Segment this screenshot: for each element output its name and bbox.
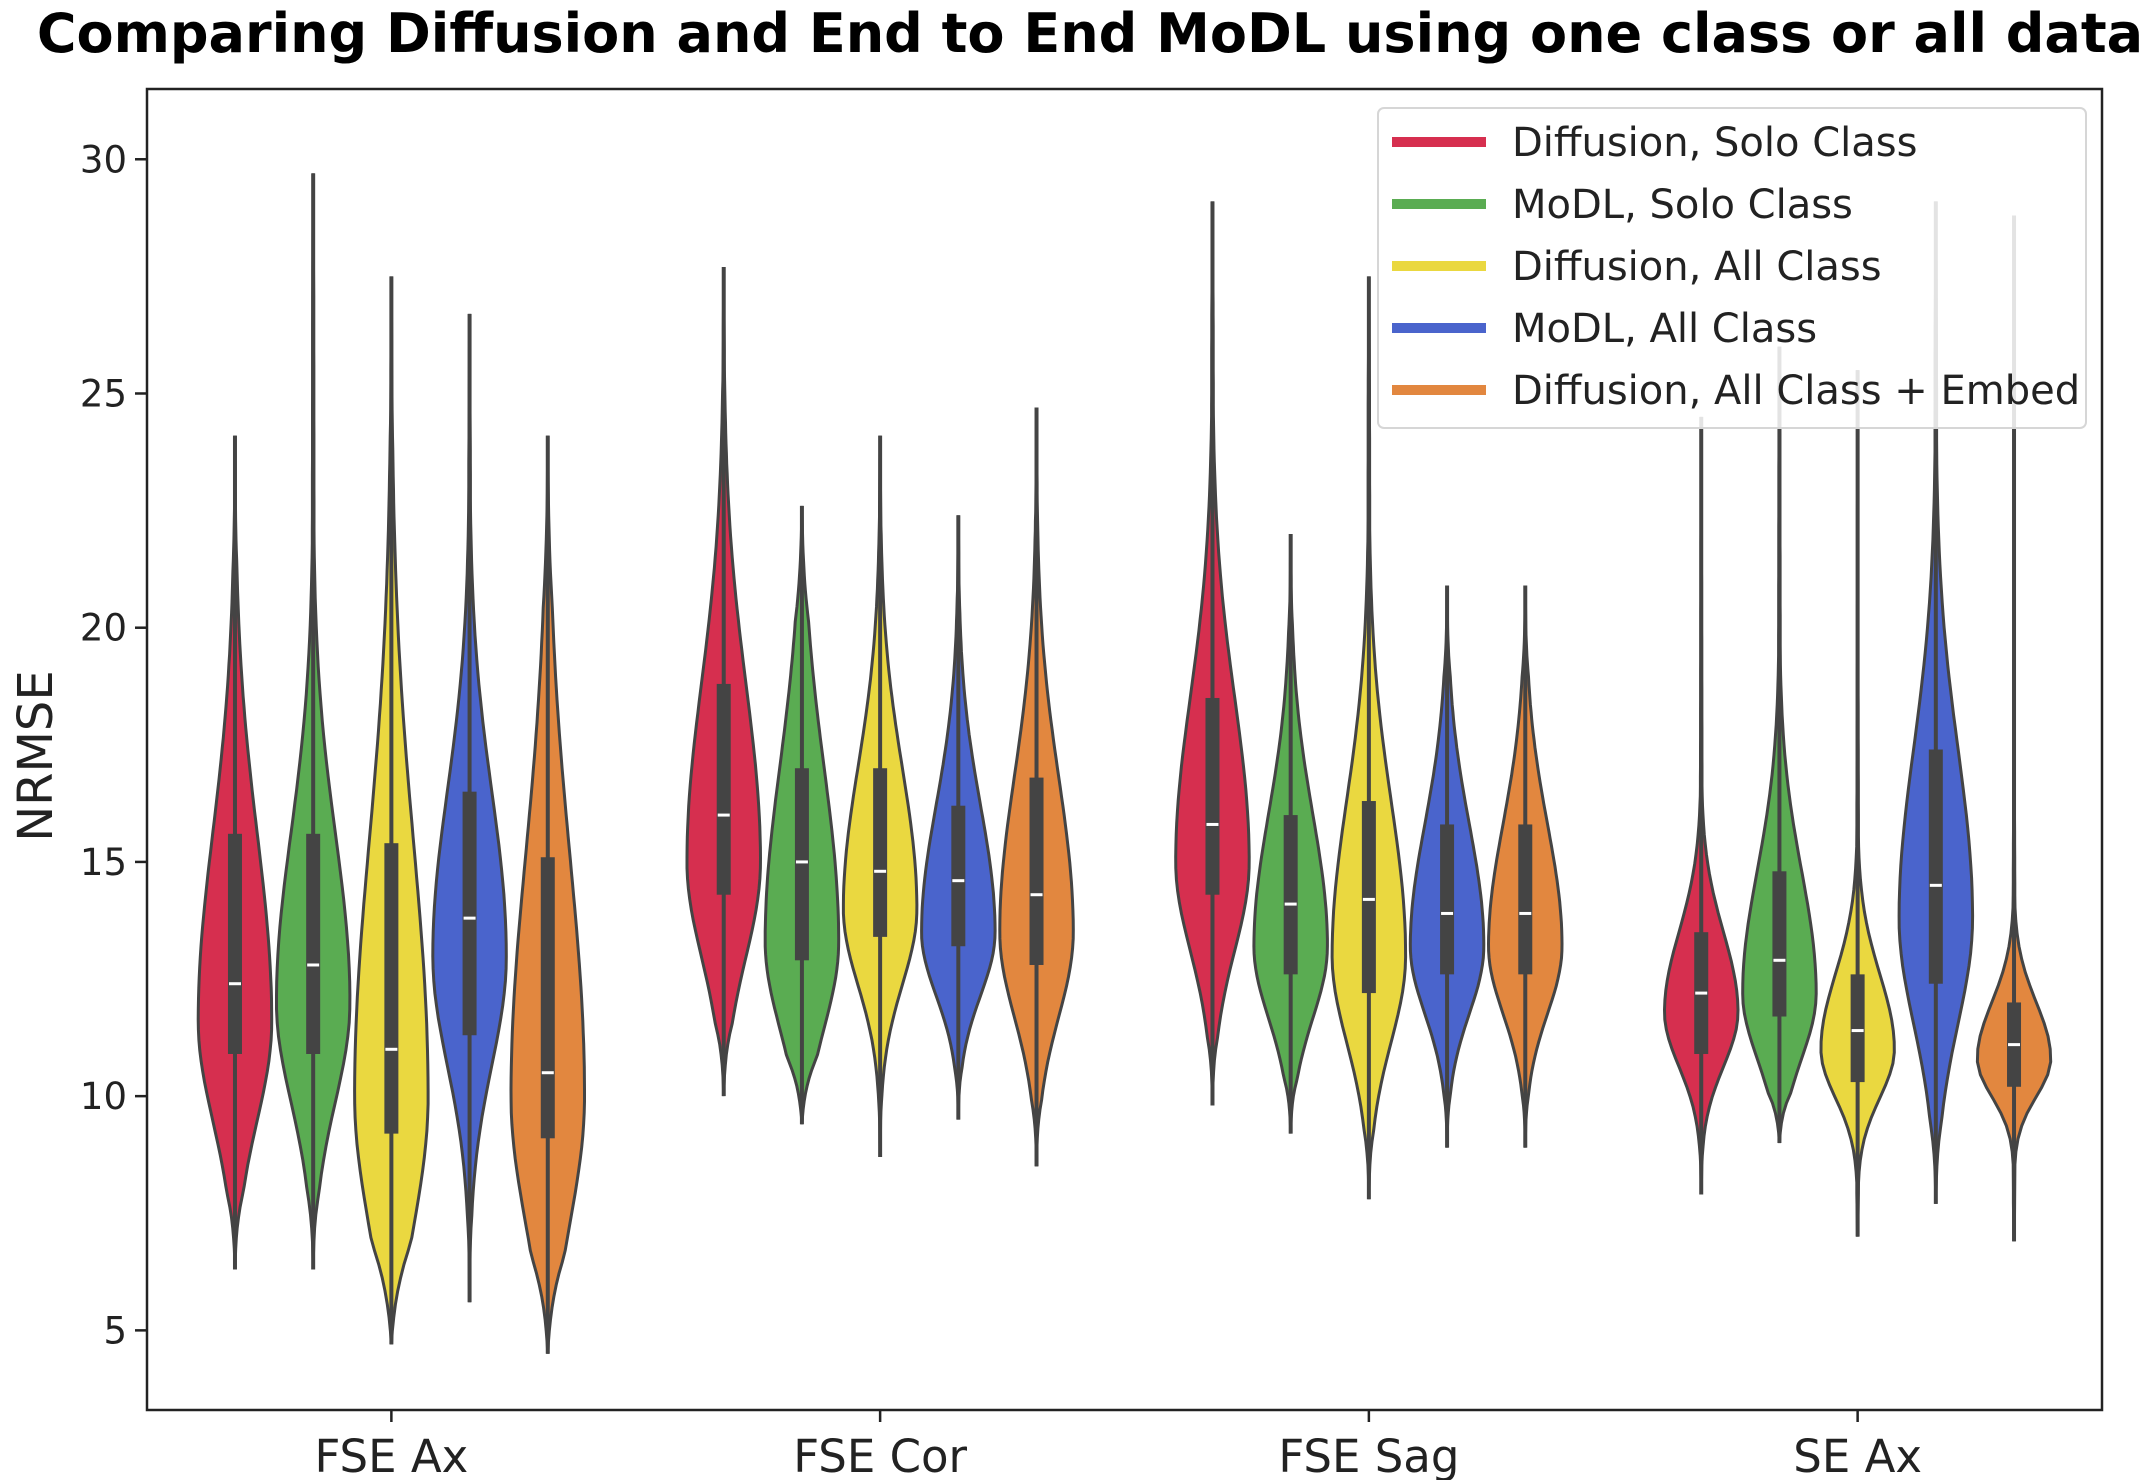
violin-iqr-box [540, 857, 555, 1139]
violin-iqr-box [1928, 749, 1943, 984]
violin-iqr-box [1361, 801, 1376, 994]
legend: Diffusion, Solo Class MoDL, Solo Class Dif… [1377, 107, 2087, 429]
violin [1174, 201, 1251, 1106]
violin-iqr-box [1518, 824, 1533, 975]
violin-iqr-box [384, 843, 399, 1134]
violin-iqr-box [1029, 777, 1044, 965]
violin-iqr-box [951, 805, 966, 947]
violin-iqr-box [227, 833, 242, 1054]
violin [1408, 585, 1486, 1148]
x-axis-ticks: FSE Ax FSE Cor FSE Sag SE Ax [314, 1410, 1922, 1480]
y-tick-label: 25 [80, 372, 127, 415]
violin-iqr-box [462, 791, 477, 1036]
violin [1741, 346, 1818, 1144]
plot-frame [145, 87, 2104, 1412]
x-tick-label: FSE Cor [793, 1430, 967, 1480]
violin-iqr-box [1772, 871, 1787, 1017]
legend-box [1377, 107, 2087, 429]
violin [920, 515, 997, 1120]
violin-iqr-box [1440, 824, 1455, 975]
y-tick-label: 10 [80, 1075, 127, 1118]
violin [509, 435, 586, 1354]
violin [275, 173, 352, 1270]
violin [1486, 585, 1564, 1148]
legend-item: MoDL, All Class [1392, 306, 1817, 352]
legend-item: Diffusion, Solo Class [1392, 120, 1917, 166]
legend-label: Diffusion, All Class [1512, 244, 1882, 290]
y-tick-label: 5 [103, 1309, 127, 1352]
legend-label: Diffusion, All Class + Embed [1512, 368, 2080, 414]
violin-iqr-box [1205, 697, 1220, 895]
y-tick-label: 15 [80, 841, 127, 884]
x-tick-label: SE Ax [1793, 1430, 1922, 1480]
violin [1330, 276, 1408, 1200]
violin [1662, 416, 1740, 1195]
violin [998, 407, 1075, 1167]
legend-label: MoDL, Solo Class [1512, 182, 1853, 228]
violin-iqr-box [873, 768, 888, 937]
violin-iqr-box [1283, 815, 1298, 975]
violin [1252, 533, 1329, 1134]
violin [841, 435, 919, 1158]
violin-iqr-box [1850, 974, 1865, 1083]
violin [1819, 370, 1896, 1237]
violin-iqr-box [794, 768, 809, 961]
violin [353, 276, 430, 1345]
legend-label: Diffusion, Solo Class [1512, 120, 1917, 166]
violin [431, 313, 508, 1303]
x-tick-label: FSE Ax [314, 1430, 468, 1480]
legend-item: Diffusion, All Class + Embed [1392, 368, 2080, 414]
violin [196, 435, 274, 1270]
x-tick-label: FSE Sag [1278, 1430, 1459, 1480]
violin-iqr-box [306, 833, 321, 1054]
chart-title: Comparing Diffusion and End to End MoDL … [37, 2, 2143, 65]
y-tick-label: 30 [80, 138, 127, 181]
violin [685, 266, 763, 1097]
violin [763, 505, 841, 1125]
y-axis-label: NRMSE [8, 670, 64, 841]
violin-iqr-box [716, 683, 731, 895]
legend-item: Diffusion, All Class [1392, 244, 1882, 290]
y-tick-label: 20 [80, 607, 127, 650]
violin-layer [196, 173, 2053, 1354]
y-axis-ticks: 5 10 15 20 25 30 [80, 138, 147, 1352]
legend-item: MoDL, Solo Class [1392, 182, 1853, 228]
legend-label: MoDL, All Class [1512, 306, 1817, 352]
